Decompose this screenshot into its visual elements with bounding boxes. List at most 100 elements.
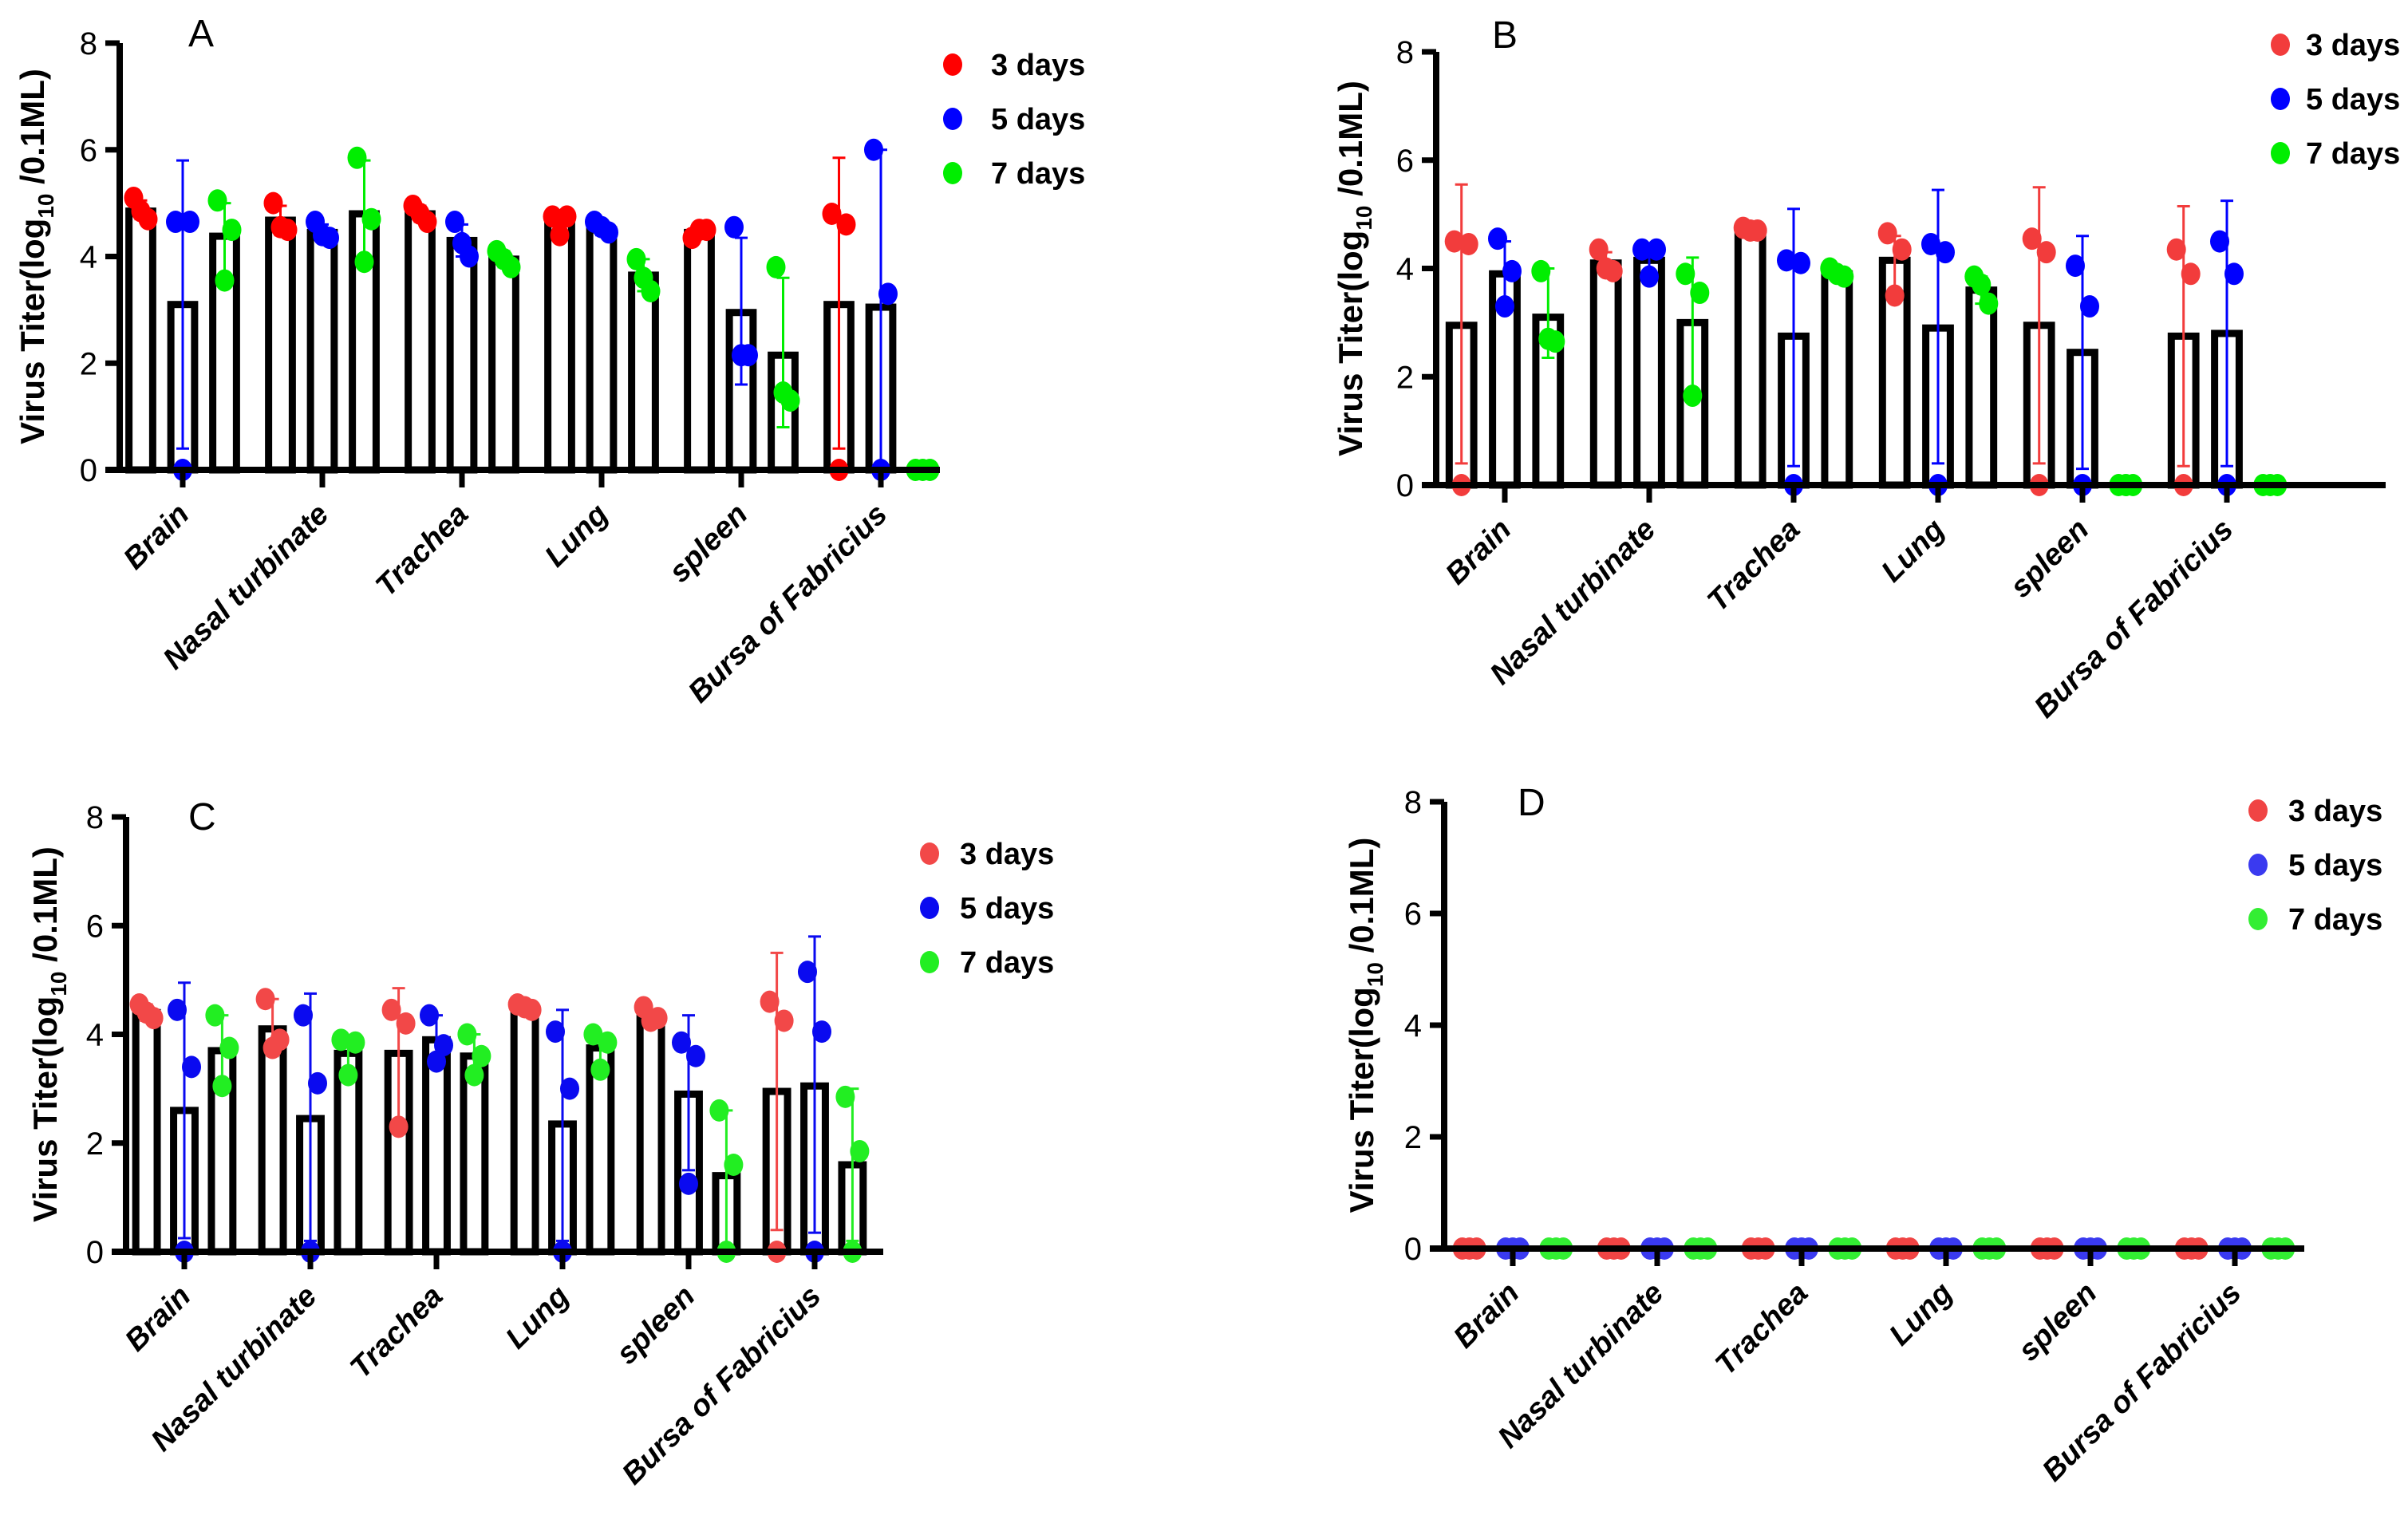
y-axis-label: Virus Titer(log10 /0.1ML)	[1343, 838, 1388, 1213]
data-point	[494, 247, 514, 270]
data-point	[354, 251, 374, 274]
bar-lung-7-days	[1965, 286, 1998, 489]
data-point	[205, 1004, 225, 1027]
y-tick-label: 2	[1396, 360, 1414, 395]
legend-label: 7 days	[960, 946, 1054, 980]
data-point	[546, 1020, 565, 1044]
y-tick-label: 8	[1396, 35, 1414, 70]
y-label-prefix: Virus Titer(log	[1332, 231, 1369, 456]
y-tick-label: 4	[1404, 1008, 1422, 1044]
data-point	[182, 1055, 201, 1079]
y-label-subscript: 10	[1352, 206, 1376, 231]
legend-label: 3 days	[2306, 29, 2400, 62]
data-point	[222, 219, 242, 242]
y-tick-label: 4	[80, 240, 97, 275]
data-point	[263, 1036, 282, 1059]
legend-marker	[920, 897, 939, 919]
bar-nasal-turbinate-5-days	[306, 228, 338, 474]
x-tick-label: Brain	[1447, 1276, 1526, 1355]
x-tick-label: Trachea	[1709, 1276, 1814, 1382]
data-point	[760, 990, 780, 1013]
data-point	[878, 282, 898, 306]
x-tick-label: Lung	[1875, 513, 1951, 589]
data-point	[1538, 327, 1558, 350]
data-point	[294, 1004, 313, 1027]
x-tick-label: Lung	[1883, 1276, 1959, 1352]
data-point	[835, 1085, 855, 1108]
data-point	[427, 1050, 446, 1073]
y-label-suffix: /0.1ML)	[1332, 81, 1369, 205]
y-tick-label: 6	[1404, 897, 1422, 932]
y-tick-label: 0	[1396, 468, 1414, 503]
panel-letter: D	[1518, 782, 1545, 824]
data-point	[215, 269, 235, 292]
data-point	[1827, 262, 1847, 286]
y-label-subscript: 10	[34, 194, 58, 219]
data-point	[1502, 259, 1522, 282]
data-point	[1921, 232, 1940, 255]
legend-label: 5 days	[2306, 83, 2400, 116]
data-point	[2181, 262, 2201, 286]
y-tick-label: 2	[1404, 1120, 1422, 1155]
data-point	[136, 1001, 156, 1024]
data-point	[1979, 292, 1999, 315]
data-point	[822, 203, 842, 225]
bar-nasal-turbinate-5-days	[1633, 256, 1665, 489]
y-tick-label: 8	[80, 26, 97, 61]
legend-label: 7 days	[2288, 903, 2382, 937]
data-point	[1885, 284, 1905, 307]
x-tick-label: Trachea	[344, 1280, 449, 1385]
data-point	[689, 219, 709, 242]
data-point	[634, 266, 653, 290]
legend-marker	[2271, 142, 2290, 164]
data-point	[2080, 295, 2099, 318]
data-point	[774, 1009, 794, 1032]
data-point	[1791, 251, 1810, 274]
data-point	[464, 1063, 484, 1087]
y-axis-label: Virus Titer(log10 /0.1ML)	[26, 846, 71, 1222]
bar-trachea-5-days	[422, 1036, 451, 1256]
legend-label: 7 days	[991, 157, 1085, 191]
y-tick-label: 4	[86, 1018, 104, 1053]
data-point	[1531, 259, 1551, 282]
data-point	[472, 1044, 491, 1067]
y-tick-label: 2	[80, 346, 97, 381]
x-tick-label: spleen	[2004, 513, 2096, 605]
data-point	[724, 1154, 744, 1176]
data-point	[626, 247, 646, 270]
data-point	[2210, 230, 2229, 253]
legend-label: 3 days	[2288, 795, 2382, 828]
legend-label: 3 days	[991, 49, 1085, 82]
y-tick-label: 4	[1396, 252, 1414, 287]
data-point	[219, 1036, 239, 1059]
y-tick-label: 0	[86, 1235, 104, 1270]
data-point	[1740, 219, 1760, 242]
y-tick-label: 8	[1404, 785, 1422, 820]
data-point	[270, 215, 290, 239]
legend-marker	[2271, 34, 2290, 56]
x-tick-label: Lung	[499, 1280, 575, 1355]
data-point	[732, 344, 751, 367]
data-point	[515, 996, 535, 1019]
legend-marker	[2271, 88, 2290, 110]
x-tick-label: Brain	[1439, 513, 1518, 591]
data-point	[557, 205, 577, 228]
bar-trachea-3-days	[405, 210, 436, 474]
data-point	[1632, 238, 1652, 261]
y-tick-label: 2	[86, 1126, 104, 1162]
legend-label: 3 days	[960, 838, 1054, 871]
x-tick-label: Trachea	[369, 498, 475, 603]
data-point	[724, 215, 744, 239]
legend-label: 5 days	[2288, 849, 2382, 882]
data-point	[1676, 262, 1695, 286]
legend-marker	[943, 162, 962, 184]
data-point	[389, 1115, 409, 1138]
data-point	[1877, 222, 1897, 245]
y-tick-label: 6	[86, 909, 104, 944]
x-tick-label: Trachea	[1701, 513, 1806, 618]
legend-marker	[920, 842, 939, 865]
